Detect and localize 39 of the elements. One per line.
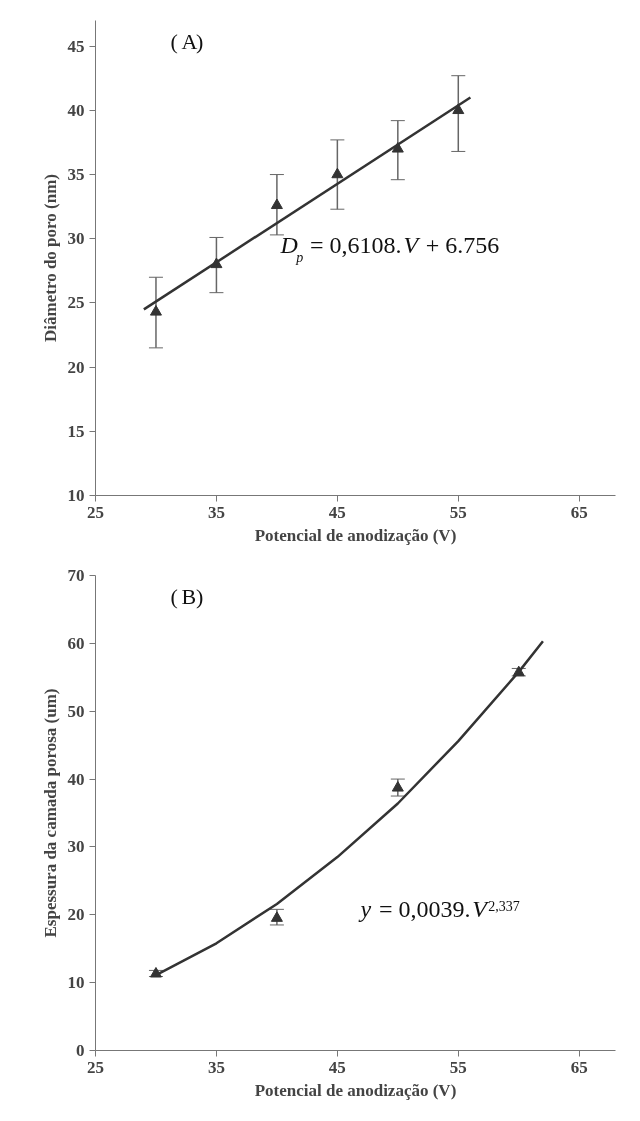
x-tick-label: 35 bbox=[207, 1057, 225, 1077]
point bbox=[149, 966, 162, 978]
y-tick-label: 40 bbox=[67, 769, 85, 789]
y-tick-label: 45 bbox=[67, 36, 85, 56]
point bbox=[391, 142, 404, 153]
x-tick-label: 55 bbox=[449, 502, 467, 522]
y-tick-label: 30 bbox=[67, 837, 85, 857]
x-tick-label: 65 bbox=[570, 1057, 588, 1077]
annotation: (B) bbox=[170, 583, 204, 609]
y-tick-label: 10 bbox=[67, 973, 85, 993]
y-tick-label: 50 bbox=[67, 701, 85, 721]
point bbox=[270, 911, 283, 922]
y-tick-label: 60 bbox=[67, 633, 85, 653]
x-tick-label: 35 bbox=[207, 502, 225, 522]
y-tick-label: 20 bbox=[67, 905, 85, 925]
y-tick-label: 40 bbox=[67, 100, 85, 120]
point bbox=[270, 198, 283, 210]
y-axis-title: Diâmetro do poro (nm) bbox=[40, 174, 60, 342]
x-tick-label: 55 bbox=[449, 1057, 467, 1077]
x-tick-label: 45 bbox=[328, 502, 346, 522]
y-tick-label: 0 bbox=[76, 1041, 85, 1060]
y-axis-title: Espessura da camada porosa (um) bbox=[40, 688, 60, 938]
point bbox=[331, 167, 344, 179]
y-tick-label: 70 bbox=[67, 566, 85, 585]
y-tick-label: 25 bbox=[67, 293, 85, 313]
x-axis-title: Potencial de anodização (V) bbox=[254, 1080, 457, 1100]
y-tick-label: 15 bbox=[67, 421, 85, 441]
y-tick-label: 30 bbox=[67, 229, 85, 249]
y-tick-label: 20 bbox=[67, 357, 85, 377]
x-tick-label: 25 bbox=[87, 1057, 104, 1077]
x-tick-label: 65 bbox=[570, 502, 588, 522]
y-tick-label: 35 bbox=[67, 165, 85, 185]
x-tick-label: 25 bbox=[87, 502, 104, 522]
x-tick-label: 45 bbox=[328, 1057, 346, 1077]
point bbox=[149, 305, 162, 316]
x-axis-title: Potencial de anodização (V) bbox=[254, 525, 457, 545]
y-tick-label: 10 bbox=[67, 486, 85, 505]
point bbox=[391, 781, 404, 792]
annotation: (A) bbox=[170, 28, 204, 54]
